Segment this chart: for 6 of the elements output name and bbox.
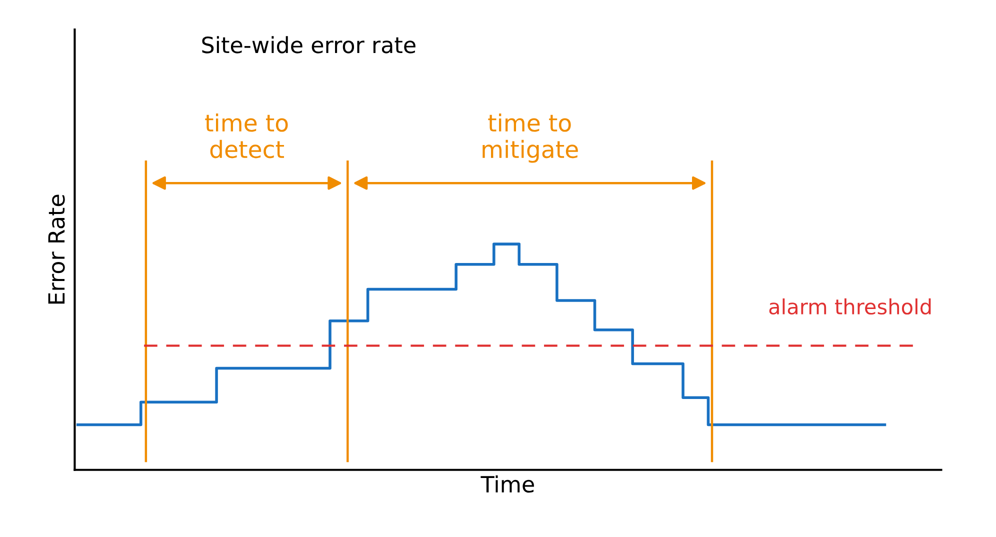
y-axis-title: Error Rate — [48, 194, 65, 304]
chart-title: Site-wide error rate — [202, 36, 416, 54]
x-axis-title: Time — [480, 475, 534, 493]
ref-line-label: alarm threshold — [769, 298, 931, 315]
text: time to mitigate — [482, 113, 578, 163]
text: time to detect — [205, 113, 288, 158]
